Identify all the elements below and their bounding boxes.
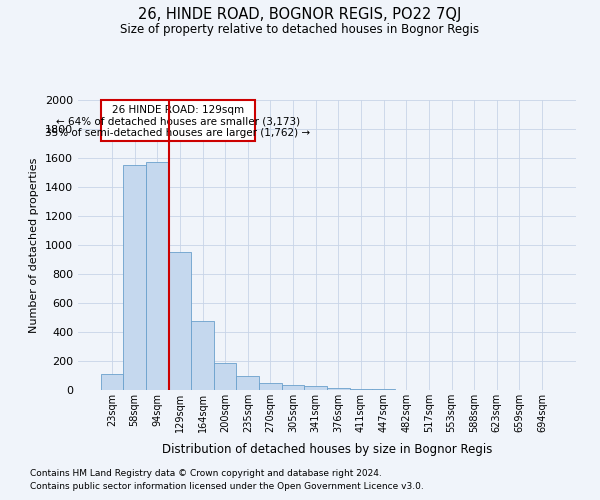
Bar [101, 100, 254, 141]
Text: Contains public sector information licensed under the Open Government Licence v3: Contains public sector information licen… [30, 482, 424, 491]
Bar [236, 376, 259, 390]
Text: Size of property relative to detached houses in Bognor Regis: Size of property relative to detached ho… [121, 22, 479, 36]
Text: 26, HINDE ROAD, BOGNOR REGIS, PO22 7QJ: 26, HINDE ROAD, BOGNOR REGIS, PO22 7QJ [139, 8, 461, 22]
Bar [259, 384, 282, 390]
Text: Distribution of detached houses by size in Bognor Regis: Distribution of detached houses by size … [162, 442, 492, 456]
Bar [146, 162, 169, 390]
Bar [214, 363, 236, 390]
Text: Contains HM Land Registry data © Crown copyright and database right 2024.: Contains HM Land Registry data © Crown c… [30, 468, 382, 477]
Bar [327, 388, 350, 390]
Bar [350, 388, 372, 390]
Text: 26 HINDE ROAD: 129sqm: 26 HINDE ROAD: 129sqm [112, 104, 244, 115]
Bar [282, 385, 304, 390]
Text: 35% of semi-detached houses are larger (1,762) →: 35% of semi-detached houses are larger (… [45, 128, 310, 138]
Bar [169, 252, 191, 390]
Y-axis label: Number of detached properties: Number of detached properties [29, 158, 40, 332]
Bar [123, 166, 146, 390]
Text: ← 64% of detached houses are smaller (3,173): ← 64% of detached houses are smaller (3,… [56, 116, 300, 126]
Bar [191, 321, 214, 390]
Bar [101, 374, 123, 390]
Bar [304, 386, 327, 390]
